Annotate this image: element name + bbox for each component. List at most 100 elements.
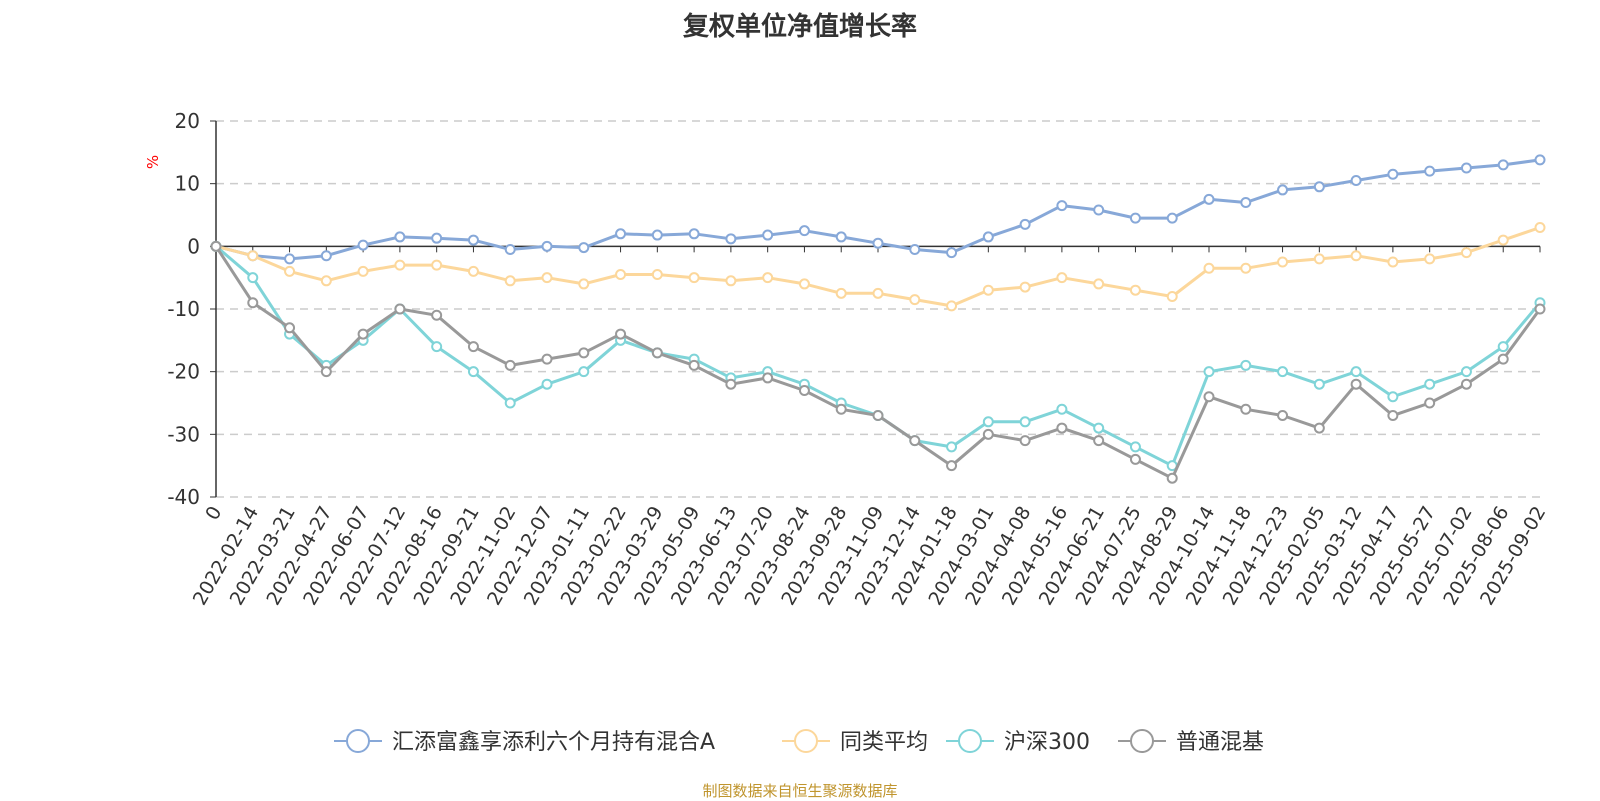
data-point bbox=[394, 231, 406, 243]
data-point bbox=[1460, 162, 1472, 174]
data-point bbox=[1387, 410, 1399, 422]
series-1 bbox=[210, 222, 1546, 312]
data-point bbox=[210, 240, 222, 252]
series-line bbox=[214, 244, 1542, 468]
data-point bbox=[651, 347, 663, 359]
data-point bbox=[982, 284, 994, 296]
data-point bbox=[909, 294, 921, 306]
data-point bbox=[651, 229, 663, 241]
data-point bbox=[798, 278, 810, 290]
x-tick-label: 0 bbox=[201, 503, 226, 524]
data-point bbox=[1129, 453, 1141, 465]
data-point bbox=[946, 247, 958, 259]
data-point bbox=[1203, 193, 1215, 205]
series-2 bbox=[210, 240, 1546, 472]
data-point bbox=[431, 259, 443, 271]
data-point bbox=[1313, 181, 1325, 193]
data-point bbox=[467, 366, 479, 378]
data-point bbox=[1424, 378, 1436, 390]
data-point bbox=[1497, 234, 1509, 246]
data-point bbox=[982, 416, 994, 428]
data-point bbox=[688, 228, 700, 240]
y-tick-label: -20 bbox=[167, 360, 200, 384]
data-point bbox=[504, 275, 516, 287]
data-point bbox=[1093, 278, 1105, 290]
data-point bbox=[541, 378, 553, 390]
data-point bbox=[1277, 366, 1289, 378]
data-point bbox=[504, 359, 516, 371]
data-point bbox=[541, 240, 553, 252]
y-tick-label: -40 bbox=[167, 485, 200, 509]
data-point bbox=[1129, 441, 1141, 453]
data-point bbox=[1166, 290, 1178, 302]
legend-label: 沪深300 bbox=[1004, 730, 1090, 755]
series-0 bbox=[210, 154, 1546, 265]
data-point bbox=[872, 410, 884, 422]
y-tick-label: -30 bbox=[167, 422, 200, 446]
data-point bbox=[762, 372, 774, 384]
data-point bbox=[1313, 253, 1325, 265]
data-point bbox=[1203, 262, 1215, 274]
data-point bbox=[909, 243, 921, 255]
data-point bbox=[1056, 422, 1068, 434]
data-point bbox=[835, 287, 847, 299]
data-point bbox=[1534, 222, 1546, 234]
data-point bbox=[578, 242, 590, 254]
data-point bbox=[909, 435, 921, 447]
data-point bbox=[284, 322, 296, 334]
data-point bbox=[284, 253, 296, 265]
y-tick-label: 0 bbox=[187, 234, 200, 258]
data-point bbox=[1056, 403, 1068, 415]
data-point bbox=[578, 347, 590, 359]
data-point bbox=[1019, 435, 1031, 447]
data-point bbox=[1019, 218, 1031, 230]
data-point bbox=[946, 300, 958, 312]
data-point bbox=[1129, 212, 1141, 224]
series-lines bbox=[210, 154, 1546, 484]
data-point bbox=[247, 297, 259, 309]
data-point bbox=[467, 265, 479, 277]
data-point bbox=[1313, 378, 1325, 390]
data-point bbox=[1424, 165, 1436, 177]
data-point bbox=[247, 250, 259, 262]
data-point bbox=[725, 378, 737, 390]
legend-label: 普通混基 bbox=[1176, 730, 1264, 755]
series-3 bbox=[210, 240, 1546, 484]
data-point bbox=[1460, 378, 1472, 390]
data-point bbox=[615, 328, 627, 340]
y-tick-label: 20 bbox=[175, 109, 200, 133]
data-point bbox=[1497, 353, 1509, 365]
data-point bbox=[946, 441, 958, 453]
data-point bbox=[982, 231, 994, 243]
data-point bbox=[1019, 416, 1031, 428]
data-point bbox=[762, 272, 774, 284]
data-point bbox=[1350, 175, 1362, 187]
data-point bbox=[1424, 397, 1436, 409]
data-point bbox=[946, 460, 958, 472]
series-line bbox=[214, 244, 1542, 480]
data-point bbox=[688, 359, 700, 371]
data-point bbox=[835, 231, 847, 243]
data-point bbox=[872, 237, 884, 249]
data-point bbox=[1166, 212, 1178, 224]
data-point bbox=[357, 328, 369, 340]
data-point bbox=[1093, 422, 1105, 434]
data-point bbox=[1277, 410, 1289, 422]
legend: 汇添富鑫享添利六个月持有混合A 同类平均 沪深300 普通混基 bbox=[334, 729, 1264, 755]
data-point bbox=[688, 272, 700, 284]
data-point bbox=[798, 384, 810, 396]
data-point bbox=[320, 250, 332, 262]
data-point bbox=[431, 232, 443, 244]
legend-marker bbox=[794, 729, 818, 753]
data-point bbox=[1277, 256, 1289, 268]
data-point bbox=[1534, 303, 1546, 315]
data-point bbox=[1166, 472, 1178, 484]
data-point bbox=[798, 225, 810, 237]
data-point bbox=[1203, 366, 1215, 378]
data-point bbox=[1387, 256, 1399, 268]
data-point bbox=[1497, 341, 1509, 353]
data-point bbox=[1534, 154, 1546, 166]
y-tick-label: -10 bbox=[167, 297, 200, 321]
data-point bbox=[1093, 204, 1105, 216]
y-axis-unit: % bbox=[144, 155, 162, 169]
